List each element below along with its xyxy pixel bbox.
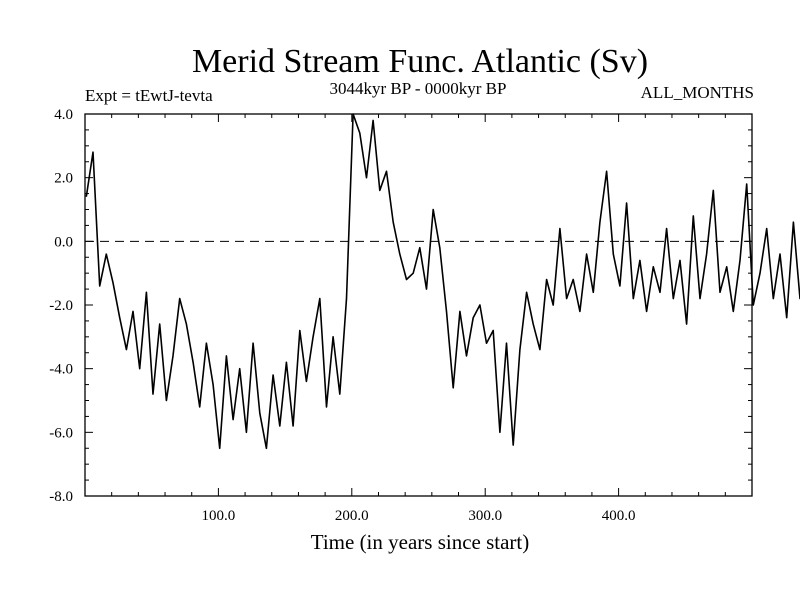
x-tick-label: 100.0 xyxy=(202,508,236,524)
experiment-label: Expt = tEwtJ-tevta xyxy=(85,86,213,105)
plot-area: -8.0 -6.0 -4.0 -2.0 0.0 2.0 4.0 100.0 200.0 300.0… xyxy=(49,107,800,524)
y-tick-label: -8.0 xyxy=(49,489,73,505)
series-line xyxy=(85,113,800,450)
y-tick-label: 0.0 xyxy=(54,234,73,250)
x-tick-label: 400.0 xyxy=(602,508,636,524)
y-tick-label: -2.0 xyxy=(49,298,73,314)
chart-subtitle: 3044kyr BP - 0000kyr BP xyxy=(330,79,507,98)
months-label: ALL_MONTHS xyxy=(641,83,754,102)
x-tick-label: 200.0 xyxy=(335,508,369,524)
x-tick-label: 300.0 xyxy=(468,508,502,524)
chart-title: Merid Stream Func. Atlantic (Sv) xyxy=(192,43,648,80)
y-tick-label: 2.0 xyxy=(54,171,73,187)
x-axis-label: Time (in years since start) xyxy=(311,530,530,554)
y-tick-label: 4.0 xyxy=(54,107,73,123)
plot-frame xyxy=(84,113,753,497)
y-tick-label: -6.0 xyxy=(49,425,73,441)
y-tick-label: -4.0 xyxy=(49,362,73,378)
